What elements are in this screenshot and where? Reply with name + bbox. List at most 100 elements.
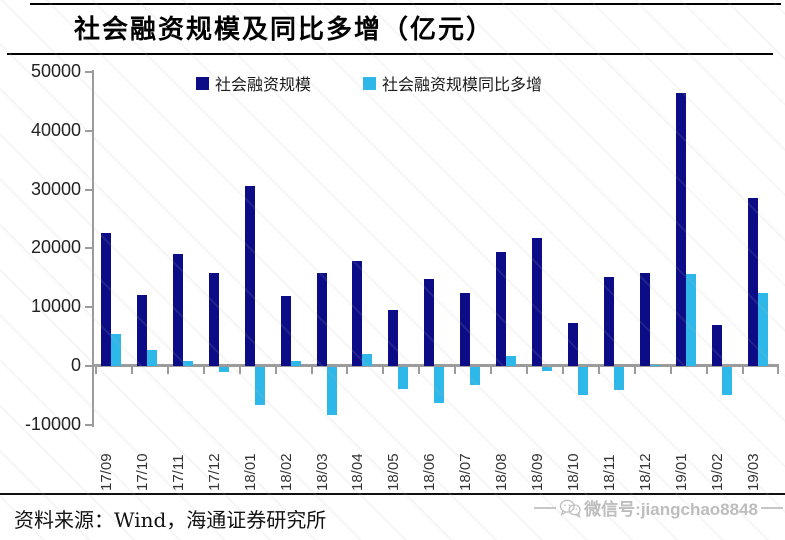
bar-yoy-17/09 bbox=[111, 333, 121, 366]
bar-total-19/02 bbox=[711, 324, 722, 366]
x-axis-label: 18/02 bbox=[277, 453, 295, 491]
footer-rule bbox=[0, 493, 785, 495]
bar-yoy-18/08 bbox=[506, 356, 517, 366]
y-tick bbox=[85, 365, 93, 367]
bar-total-18/09 bbox=[532, 237, 543, 366]
x-tick bbox=[346, 367, 349, 374]
x-axis-label: 18/04 bbox=[349, 453, 367, 491]
bar-yoy-18/01 bbox=[254, 367, 265, 406]
bar-yoy-18/11 bbox=[613, 367, 624, 390]
bar-total-17/09 bbox=[101, 232, 111, 366]
x-axis-label: 19/03 bbox=[744, 453, 762, 491]
y-tick bbox=[85, 423, 93, 426]
bar-yoy-18/05 bbox=[398, 367, 409, 390]
y-axis-line bbox=[92, 70, 94, 427]
bar-yoy-19/02 bbox=[721, 367, 732, 396]
bar-yoy-18/09 bbox=[542, 367, 553, 371]
x-axis-label: 19/01 bbox=[672, 453, 690, 491]
x-tick bbox=[633, 367, 636, 374]
x-axis-label: 17/09 bbox=[98, 453, 115, 491]
bar-total-18/10 bbox=[567, 323, 578, 366]
x-axis-label: 17/11 bbox=[169, 454, 187, 491]
x-tick bbox=[274, 367, 277, 374]
x-tick bbox=[95, 367, 97, 374]
watermark-line-left bbox=[534, 506, 557, 509]
title-divider-rule bbox=[7, 53, 773, 55]
x-axis-label: 18/11 bbox=[600, 454, 618, 491]
bar-yoy-19/03 bbox=[757, 293, 768, 366]
bar-yoy-18/04 bbox=[362, 354, 373, 366]
bar-total-19/01 bbox=[675, 93, 686, 366]
bar-total-18/11 bbox=[603, 276, 614, 366]
x-tick bbox=[561, 367, 564, 374]
y-tick bbox=[85, 71, 93, 73]
bar-yoy-18/02 bbox=[290, 360, 301, 366]
x-axis-label: 17/10 bbox=[133, 453, 151, 491]
x-axis-label: 18/12 bbox=[636, 453, 654, 491]
y-tick bbox=[85, 129, 93, 132]
watermark-line-right bbox=[761, 506, 783, 509]
x-axis-label: 18/01 bbox=[241, 453, 259, 491]
bar-total-17/12 bbox=[208, 272, 219, 366]
legend-item-yoy-increase: 社会融资规模同比多增 bbox=[363, 71, 542, 95]
x-axis-label: 18/08 bbox=[493, 453, 511, 491]
y-tick-label: 10000 bbox=[30, 296, 81, 317]
bar-total-18/04 bbox=[352, 261, 363, 366]
bar-total-18/02 bbox=[280, 296, 291, 366]
x-axis-label: 18/10 bbox=[564, 453, 582, 491]
wechat-watermark: 微信号:jiangchao8848 bbox=[534, 495, 783, 520]
y-tick-label: 50000 bbox=[30, 61, 81, 81]
y-tick bbox=[85, 247, 93, 250]
x-tick bbox=[382, 367, 385, 374]
x-tick bbox=[705, 367, 708, 374]
bar-total-18/12 bbox=[639, 272, 650, 366]
chart-title: 社会融资规模及同比多增（亿元） bbox=[74, 15, 495, 45]
x-tick bbox=[741, 367, 744, 374]
x-axis-label: 18/09 bbox=[529, 453, 547, 491]
chart-legend: 社会融资规模 社会融资规模同比多增 bbox=[196, 71, 542, 95]
y-tick-label: 30000 bbox=[30, 178, 81, 199]
bar-yoy-18/12 bbox=[649, 365, 660, 366]
x-tick bbox=[526, 367, 529, 374]
bar-yoy-17/10 bbox=[146, 349, 157, 366]
x-axis-label: 19/02 bbox=[708, 453, 726, 491]
x-tick bbox=[454, 367, 457, 374]
top-rule bbox=[30, 3, 781, 5]
y-tick-label: 20000 bbox=[30, 237, 81, 258]
y-tick bbox=[85, 188, 93, 191]
x-tick bbox=[238, 367, 241, 374]
bar-total-18/06 bbox=[424, 278, 435, 366]
bar-total-17/11 bbox=[172, 253, 183, 366]
legend-swatch-0 bbox=[196, 76, 209, 90]
y-tick-label: -10000 bbox=[24, 413, 81, 434]
bar-yoy-18/06 bbox=[434, 367, 445, 403]
x-tick bbox=[669, 367, 672, 374]
x-tick bbox=[130, 367, 133, 374]
legend-label-0: 社会融资规模 bbox=[215, 77, 312, 94]
x-axis-line bbox=[92, 364, 779, 367]
legend-label-1: 社会融资规模同比多增 bbox=[382, 77, 543, 94]
bar-yoy-17/12 bbox=[218, 367, 229, 372]
x-axis-label: 18/05 bbox=[385, 453, 403, 491]
bar-total-18/01 bbox=[244, 186, 255, 366]
bar-total-18/05 bbox=[388, 310, 399, 366]
x-tick bbox=[597, 367, 600, 374]
y-tick-label: 40000 bbox=[30, 119, 81, 140]
x-tick bbox=[418, 367, 421, 374]
bar-yoy-18/07 bbox=[470, 367, 481, 385]
x-tick bbox=[202, 367, 205, 374]
x-tick bbox=[490, 367, 493, 374]
bar-total-17/10 bbox=[136, 294, 147, 366]
x-axis-label: 18/03 bbox=[313, 453, 331, 491]
x-axis-label: 17/12 bbox=[205, 453, 223, 491]
x-tick bbox=[777, 367, 780, 374]
y-tick-label: 0 bbox=[70, 355, 81, 375]
wechat-icon bbox=[559, 499, 581, 518]
x-tick bbox=[166, 367, 169, 374]
bar-yoy-19/01 bbox=[685, 274, 696, 366]
y-tick bbox=[85, 306, 93, 309]
bar-total-18/07 bbox=[460, 293, 471, 366]
watermark-text: 微信号:jiangchao8848 bbox=[584, 500, 758, 519]
